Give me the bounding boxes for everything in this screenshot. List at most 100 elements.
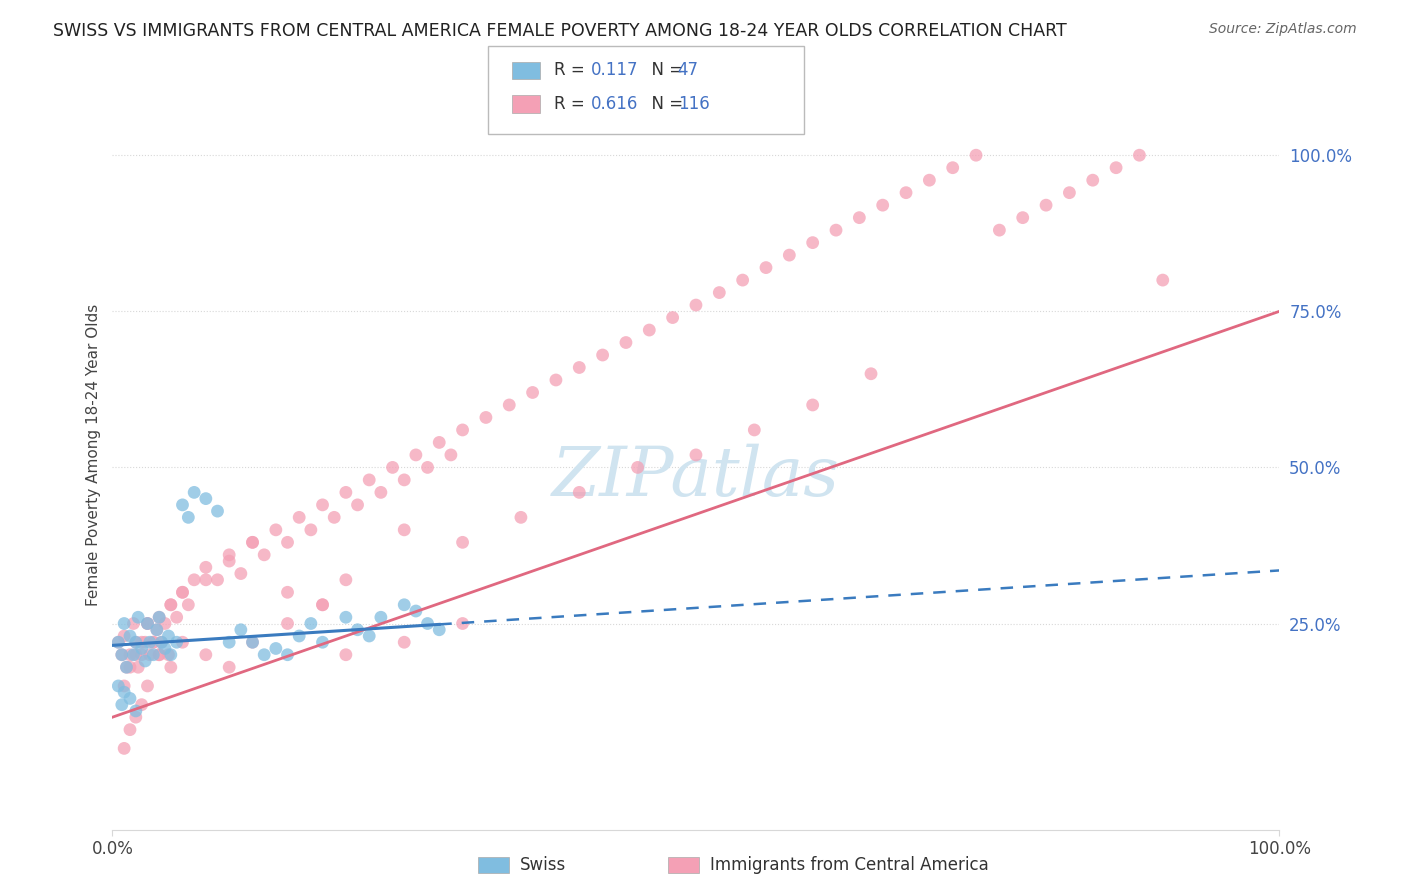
Point <box>112 685 135 699</box>
Point <box>134 654 156 668</box>
Point <box>394 523 416 537</box>
Point <box>112 741 135 756</box>
Point <box>627 460 650 475</box>
Point <box>346 623 368 637</box>
Point <box>125 635 148 649</box>
Point <box>475 410 498 425</box>
Point <box>276 585 298 599</box>
Point <box>194 648 217 662</box>
Point <box>685 298 707 312</box>
Point <box>394 598 416 612</box>
Text: 47: 47 <box>678 62 699 79</box>
Y-axis label: Female Poverty Among 18-24 Year Olds: Female Poverty Among 18-24 Year Olds <box>86 304 101 606</box>
Point <box>127 610 149 624</box>
Point <box>118 648 141 662</box>
Point <box>160 660 183 674</box>
Point <box>134 635 156 649</box>
Text: SWISS VS IMMIGRANTS FROM CENTRAL AMERICA FEMALE POVERTY AMONG 18-24 YEAR OLDS CO: SWISS VS IMMIGRANTS FROM CENTRAL AMERICA… <box>53 22 1067 40</box>
Point <box>311 598 333 612</box>
Point <box>335 610 357 624</box>
Point <box>242 635 264 649</box>
Point <box>370 610 392 624</box>
Text: 0.616: 0.616 <box>591 95 638 113</box>
Point <box>218 548 240 562</box>
Point <box>115 660 138 674</box>
Point <box>264 523 287 537</box>
Point <box>1035 198 1057 212</box>
Point <box>918 173 941 187</box>
Point <box>172 498 194 512</box>
Point <box>416 460 439 475</box>
Point <box>160 648 183 662</box>
Point <box>709 285 731 300</box>
Point <box>112 616 135 631</box>
Point <box>801 398 824 412</box>
Point <box>125 648 148 662</box>
Point <box>136 679 159 693</box>
Point <box>416 616 439 631</box>
Point <box>111 648 134 662</box>
Point <box>111 648 134 662</box>
Point <box>166 610 188 624</box>
Text: N =: N = <box>641 95 689 113</box>
Point <box>1105 161 1128 175</box>
Point <box>194 560 217 574</box>
Point <box>125 710 148 724</box>
Point <box>1081 173 1104 187</box>
Point <box>112 629 135 643</box>
Point <box>872 198 894 212</box>
Text: 116: 116 <box>678 95 710 113</box>
Point <box>370 485 392 500</box>
Point <box>311 635 333 649</box>
Point <box>311 498 333 512</box>
Point <box>405 448 427 462</box>
Point <box>118 660 141 674</box>
Point <box>131 698 153 712</box>
Point <box>229 623 252 637</box>
Point <box>150 635 173 649</box>
Point <box>335 485 357 500</box>
Point <box>172 585 194 599</box>
Point <box>146 623 169 637</box>
Point <box>112 679 135 693</box>
Point <box>359 629 381 643</box>
Point <box>661 310 683 325</box>
Point <box>942 161 965 175</box>
Point <box>1152 273 1174 287</box>
Point <box>115 660 138 674</box>
Point <box>359 473 381 487</box>
Point <box>394 473 416 487</box>
Point <box>894 186 917 200</box>
Point <box>218 660 240 674</box>
Point <box>544 373 567 387</box>
Point <box>153 641 176 656</box>
Point <box>522 385 544 400</box>
Point <box>160 598 183 612</box>
Point <box>299 616 322 631</box>
Point <box>509 510 531 524</box>
Point <box>139 648 162 662</box>
Point <box>1128 148 1150 162</box>
Point <box>148 610 170 624</box>
Point <box>323 510 346 524</box>
Point <box>346 498 368 512</box>
Point <box>744 423 766 437</box>
Point <box>127 660 149 674</box>
Point <box>125 635 148 649</box>
Point <box>111 698 134 712</box>
Point <box>253 648 276 662</box>
Text: Immigrants from Central America: Immigrants from Central America <box>710 856 988 874</box>
Point <box>778 248 800 262</box>
Point <box>146 623 169 637</box>
Text: Source: ZipAtlas.com: Source: ZipAtlas.com <box>1209 22 1357 37</box>
Point <box>142 635 165 649</box>
Point <box>848 211 870 225</box>
Text: 0.117: 0.117 <box>591 62 638 79</box>
Point <box>264 641 287 656</box>
Point <box>451 535 474 549</box>
Point <box>207 573 229 587</box>
Point <box>253 548 276 562</box>
Point <box>131 648 153 662</box>
Point <box>229 566 252 581</box>
Point <box>394 635 416 649</box>
